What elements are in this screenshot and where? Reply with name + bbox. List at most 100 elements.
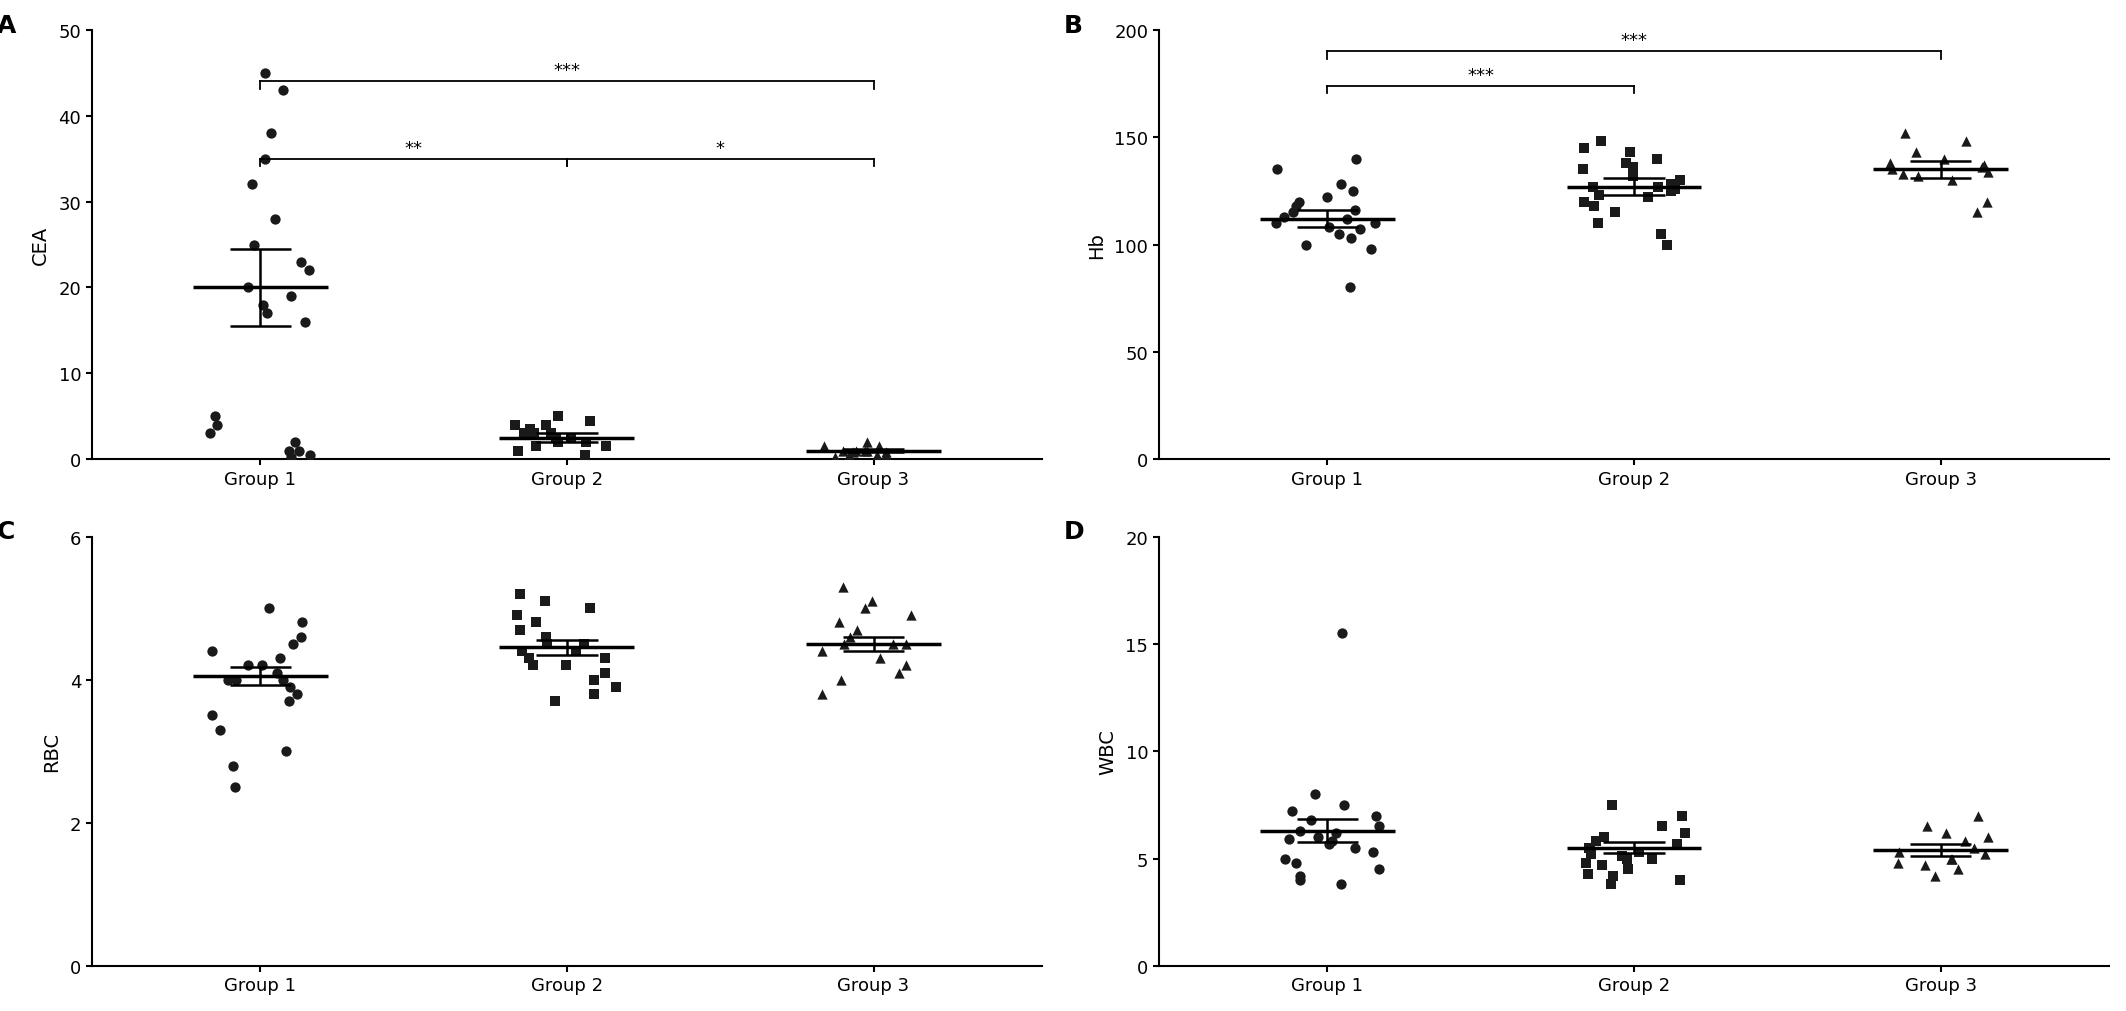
Y-axis label: Hb: Hb: [1086, 232, 1106, 259]
Point: [1609, 156, 1643, 172]
Point: [840, 622, 874, 638]
Point: [831, 448, 865, 464]
Point: [1280, 198, 1314, 214]
Point: [850, 443, 884, 459]
Point: [529, 629, 563, 645]
Point: [863, 650, 897, 666]
Point: [1654, 177, 1688, 193]
Point: [1329, 211, 1363, 227]
Point: [210, 672, 244, 688]
Point: [540, 431, 574, 447]
Point: [876, 636, 910, 652]
Point: [1580, 833, 1614, 849]
Point: [568, 448, 602, 464]
Point: [1344, 222, 1378, 239]
Point: [572, 601, 606, 617]
Point: [196, 643, 230, 659]
Point: [274, 289, 308, 305]
Point: [889, 657, 923, 673]
Point: [861, 439, 895, 455]
Point: [1609, 850, 1643, 866]
Point: [1941, 861, 1975, 878]
Point: [1324, 626, 1359, 642]
Point: [1971, 829, 2005, 845]
Point: [1337, 203, 1371, 219]
Point: [1299, 787, 1333, 803]
Point: [589, 650, 623, 666]
Point: [259, 211, 293, 227]
Point: [1650, 238, 1684, 254]
Point: [266, 83, 300, 99]
Point: [1295, 812, 1329, 828]
Point: [1333, 280, 1367, 296]
Point: [827, 579, 861, 595]
Point: [1282, 194, 1316, 210]
Point: [1359, 215, 1393, 232]
Point: [1956, 840, 1990, 856]
Point: [1267, 209, 1301, 225]
Point: [1571, 840, 1605, 856]
Point: [1594, 797, 1629, 813]
Point: [512, 650, 546, 666]
Point: [1643, 226, 1677, 243]
Point: [534, 426, 568, 442]
Point: [1660, 836, 1694, 852]
Point: [279, 435, 313, 451]
Point: [1947, 833, 1981, 849]
Point: [285, 255, 319, 271]
Point: [836, 445, 870, 461]
Y-axis label: WBC: WBC: [1099, 729, 1116, 774]
Point: [889, 636, 923, 652]
Point: [589, 439, 623, 455]
Point: [506, 643, 540, 659]
Point: [270, 743, 304, 759]
Point: [253, 601, 287, 617]
Text: C: C: [0, 520, 15, 544]
Point: [1622, 844, 1656, 860]
Point: [1886, 167, 1920, 183]
Point: [1577, 198, 1612, 214]
Point: [1635, 850, 1669, 866]
Text: ***: ***: [553, 62, 580, 80]
Point: [1584, 134, 1618, 151]
Point: [1599, 205, 1633, 221]
Point: [882, 665, 916, 681]
Point: [1284, 872, 1318, 889]
Point: [504, 586, 538, 603]
Point: [1605, 848, 1639, 864]
Point: [1322, 226, 1356, 243]
Point: [600, 679, 634, 696]
Point: [1969, 846, 2003, 862]
Point: [1899, 145, 1933, 161]
Point: [1337, 184, 1371, 200]
Point: [870, 445, 904, 461]
Point: [542, 408, 576, 425]
Point: [285, 615, 319, 631]
Point: [833, 629, 867, 645]
Point: [1354, 242, 1388, 258]
Point: [848, 601, 882, 617]
Point: [825, 443, 859, 459]
Point: [893, 608, 927, 624]
Point: [1911, 819, 1945, 835]
Point: [1950, 134, 1984, 151]
Point: [1339, 152, 1373, 168]
Point: [572, 413, 606, 430]
Point: [555, 431, 589, 447]
Point: [1324, 177, 1359, 193]
Point: [1960, 808, 1994, 824]
Point: [274, 449, 308, 465]
Point: [587, 665, 621, 681]
Point: [236, 177, 270, 193]
Point: [527, 593, 561, 610]
Point: [1582, 188, 1616, 204]
Point: [1312, 836, 1346, 852]
Point: [272, 694, 306, 710]
Point: [1597, 867, 1631, 884]
Point: [230, 657, 264, 673]
Point: [1667, 825, 1701, 841]
Point: [1567, 141, 1601, 157]
Point: [1586, 829, 1620, 845]
Point: [1288, 238, 1322, 254]
Point: [281, 686, 315, 703]
